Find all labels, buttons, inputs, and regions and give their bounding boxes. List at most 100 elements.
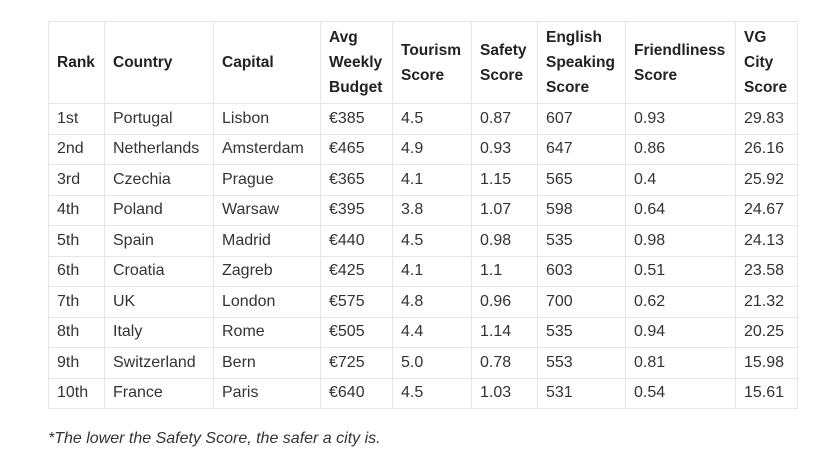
table-row: 3rd Czechia Prague €365 4.1 1.15 565 0.4 25.92 <box>48 164 798 196</box>
footnote: *The lower the Safety Score, the safer a… <box>48 430 381 447</box>
cell-friendliness-score: 0.51 <box>625 255 736 287</box>
cell-vg-city-score: 26.16 <box>735 133 798 165</box>
cell-safety-score: 1.03 <box>471 377 538 409</box>
cell-capital: Madrid <box>213 225 321 257</box>
cell-country: Netherlands <box>104 133 214 165</box>
header-avg-weekly-budget: Avg Weekly Budget <box>320 21 393 104</box>
cell-english-speaking-score: 647 <box>537 133 626 165</box>
cell-rank: 4th <box>48 194 105 226</box>
cell-tourism-score: 4.8 <box>392 286 472 318</box>
cell-tourism-score: 4.9 <box>392 133 472 165</box>
cell-capital: Paris <box>213 377 321 409</box>
cell-country: Portugal <box>104 103 214 135</box>
cell-vg-city-score: 21.32 <box>735 286 798 318</box>
cell-safety-score: 0.98 <box>471 225 538 257</box>
header-country: Country <box>104 21 214 104</box>
cell-vg-city-score: 15.98 <box>735 347 798 379</box>
cell-vg-city-score: 25.92 <box>735 164 798 196</box>
cell-vg-city-score: 29.83 <box>735 103 798 135</box>
table-row: 7th UK London €575 4.8 0.96 700 0.62 21.32 <box>48 286 798 318</box>
cell-capital: Lisbon <box>213 103 321 135</box>
cell-safety-score: 0.93 <box>471 133 538 165</box>
cell-capital: Warsaw <box>213 194 321 226</box>
cell-country: France <box>104 377 214 409</box>
cell-rank: 1st <box>48 103 105 135</box>
cell-friendliness-score: 0.4 <box>625 164 736 196</box>
cell-tourism-score: 4.1 <box>392 255 472 287</box>
table-row: 9th Switzerland Bern €725 5.0 0.78 553 0.81 15.9… <box>48 347 798 379</box>
table-row: 4th Poland Warsaw €395 3.8 1.07 598 0.64 24.67 <box>48 194 798 226</box>
cell-country: Italy <box>104 316 214 348</box>
city-ranking-table: Rank Country Capital Avg Weekly Budget T… <box>48 21 798 409</box>
cell-avg-weekly-budget: €425 <box>320 255 393 287</box>
cell-rank: 6th <box>48 255 105 287</box>
cell-country: UK <box>104 286 214 318</box>
table-row: 5th Spain Madrid €440 4.5 0.98 535 0.98 24.13 <box>48 225 798 257</box>
cell-safety-score: 1.14 <box>471 316 538 348</box>
cell-english-speaking-score: 535 <box>537 225 626 257</box>
cell-safety-score: 0.96 <box>471 286 538 318</box>
table-row: 1st Portugal Lisbon €385 4.5 0.87 607 0.93 29.83 <box>48 103 798 135</box>
cell-tourism-score: 4.5 <box>392 225 472 257</box>
cell-vg-city-score: 24.13 <box>735 225 798 257</box>
cell-rank: 10th <box>48 377 105 409</box>
cell-rank: 7th <box>48 286 105 318</box>
table-row: 10th France Paris €640 4.5 1.03 531 0.54 15.61 <box>48 377 798 409</box>
header-rank: Rank <box>48 21 105 104</box>
cell-tourism-score: 4.4 <box>392 316 472 348</box>
cell-capital: Bern <box>213 347 321 379</box>
cell-friendliness-score: 0.98 <box>625 225 736 257</box>
cell-tourism-score: 3.8 <box>392 194 472 226</box>
cell-tourism-score: 4.1 <box>392 164 472 196</box>
cell-english-speaking-score: 531 <box>537 377 626 409</box>
cell-country: Poland <box>104 194 214 226</box>
table-row: 6th Croatia Zagreb €425 4.1 1.1 603 0.51 23.58 <box>48 255 798 287</box>
cell-english-speaking-score: 535 <box>537 316 626 348</box>
cell-english-speaking-score: 700 <box>537 286 626 318</box>
cell-safety-score: 0.78 <box>471 347 538 379</box>
cell-avg-weekly-budget: €465 <box>320 133 393 165</box>
cell-vg-city-score: 20.25 <box>735 316 798 348</box>
cell-rank: 2nd <box>48 133 105 165</box>
cell-avg-weekly-budget: €505 <box>320 316 393 348</box>
table-row: 8th Italy Rome €505 4.4 1.14 535 0.94 20.25 <box>48 316 798 348</box>
cell-friendliness-score: 0.86 <box>625 133 736 165</box>
cell-vg-city-score: 24.67 <box>735 194 798 226</box>
cell-capital: Rome <box>213 316 321 348</box>
table-header-row: Rank Country Capital Avg Weekly Budget T… <box>48 21 798 104</box>
cell-vg-city-score: 15.61 <box>735 377 798 409</box>
cell-country: Spain <box>104 225 214 257</box>
cell-friendliness-score: 0.54 <box>625 377 736 409</box>
cell-friendliness-score: 0.62 <box>625 286 736 318</box>
table-row: 2nd Netherlands Amsterdam €465 4.9 0.93 647 0.8… <box>48 133 798 165</box>
cell-avg-weekly-budget: €575 <box>320 286 393 318</box>
cell-capital: Zagreb <box>213 255 321 287</box>
cell-friendliness-score: 0.94 <box>625 316 736 348</box>
cell-country: Switzerland <box>104 347 214 379</box>
cell-rank: 3rd <box>48 164 105 196</box>
cell-rank: 9th <box>48 347 105 379</box>
cell-avg-weekly-budget: €640 <box>320 377 393 409</box>
header-friendliness-score: Friendliness Score <box>625 21 736 104</box>
header-vg-city-score: VG City Score <box>735 21 798 104</box>
cell-capital: Amsterdam <box>213 133 321 165</box>
header-safety-score: Safety Score <box>471 21 538 104</box>
cell-english-speaking-score: 598 <box>537 194 626 226</box>
cell-english-speaking-score: 603 <box>537 255 626 287</box>
cell-avg-weekly-budget: €725 <box>320 347 393 379</box>
cell-rank: 5th <box>48 225 105 257</box>
cell-english-speaking-score: 565 <box>537 164 626 196</box>
cell-tourism-score: 4.5 <box>392 377 472 409</box>
cell-avg-weekly-budget: €365 <box>320 164 393 196</box>
header-english-speaking-score: English Speaking Score <box>537 21 626 104</box>
table-body: 1st Portugal Lisbon €385 4.5 0.87 607 0.93 29.83… <box>48 103 798 409</box>
cell-safety-score: 1.1 <box>471 255 538 287</box>
cell-tourism-score: 4.5 <box>392 103 472 135</box>
cell-avg-weekly-budget: €385 <box>320 103 393 135</box>
cell-vg-city-score: 23.58 <box>735 255 798 287</box>
header-tourism-score: Tourism Score <box>392 21 472 104</box>
cell-avg-weekly-budget: €440 <box>320 225 393 257</box>
cell-english-speaking-score: 607 <box>537 103 626 135</box>
cell-friendliness-score: 0.81 <box>625 347 736 379</box>
